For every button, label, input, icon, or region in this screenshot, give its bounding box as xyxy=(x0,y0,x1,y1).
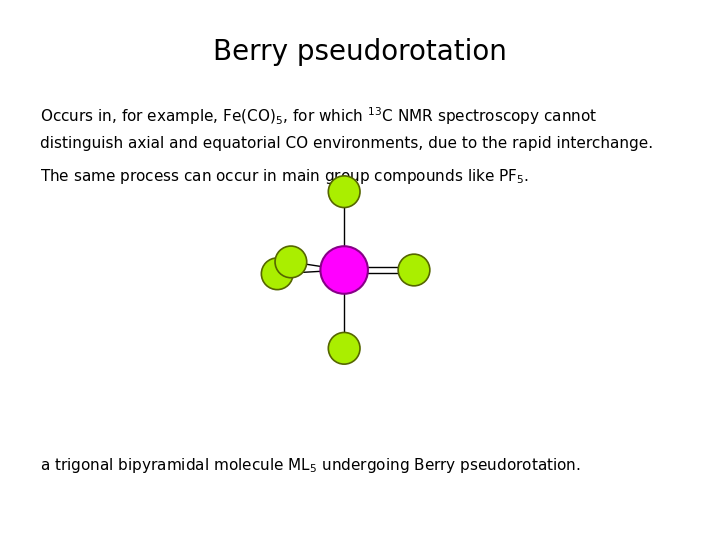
Text: Berry pseudorotation: Berry pseudorotation xyxy=(213,38,507,66)
Ellipse shape xyxy=(275,246,307,278)
Ellipse shape xyxy=(328,176,360,207)
Text: Occurs in, for example, Fe(CO)$_5$, for which $^{13}$C NMR spectroscopy cannot: Occurs in, for example, Fe(CO)$_5$, for … xyxy=(40,105,597,127)
Ellipse shape xyxy=(261,258,293,289)
Ellipse shape xyxy=(320,246,368,294)
Ellipse shape xyxy=(328,333,360,364)
Text: a trigonal bipyramidal molecule ML$_5$ undergoing Berry pseudorotation.: a trigonal bipyramidal molecule ML$_5$ u… xyxy=(40,456,580,475)
Ellipse shape xyxy=(398,254,430,286)
Text: The same process can occur in main group compounds like PF$_5$.: The same process can occur in main group… xyxy=(40,167,528,186)
Text: distinguish axial and equatorial CO environments, due to the rapid interchange.: distinguish axial and equatorial CO envi… xyxy=(40,136,653,151)
